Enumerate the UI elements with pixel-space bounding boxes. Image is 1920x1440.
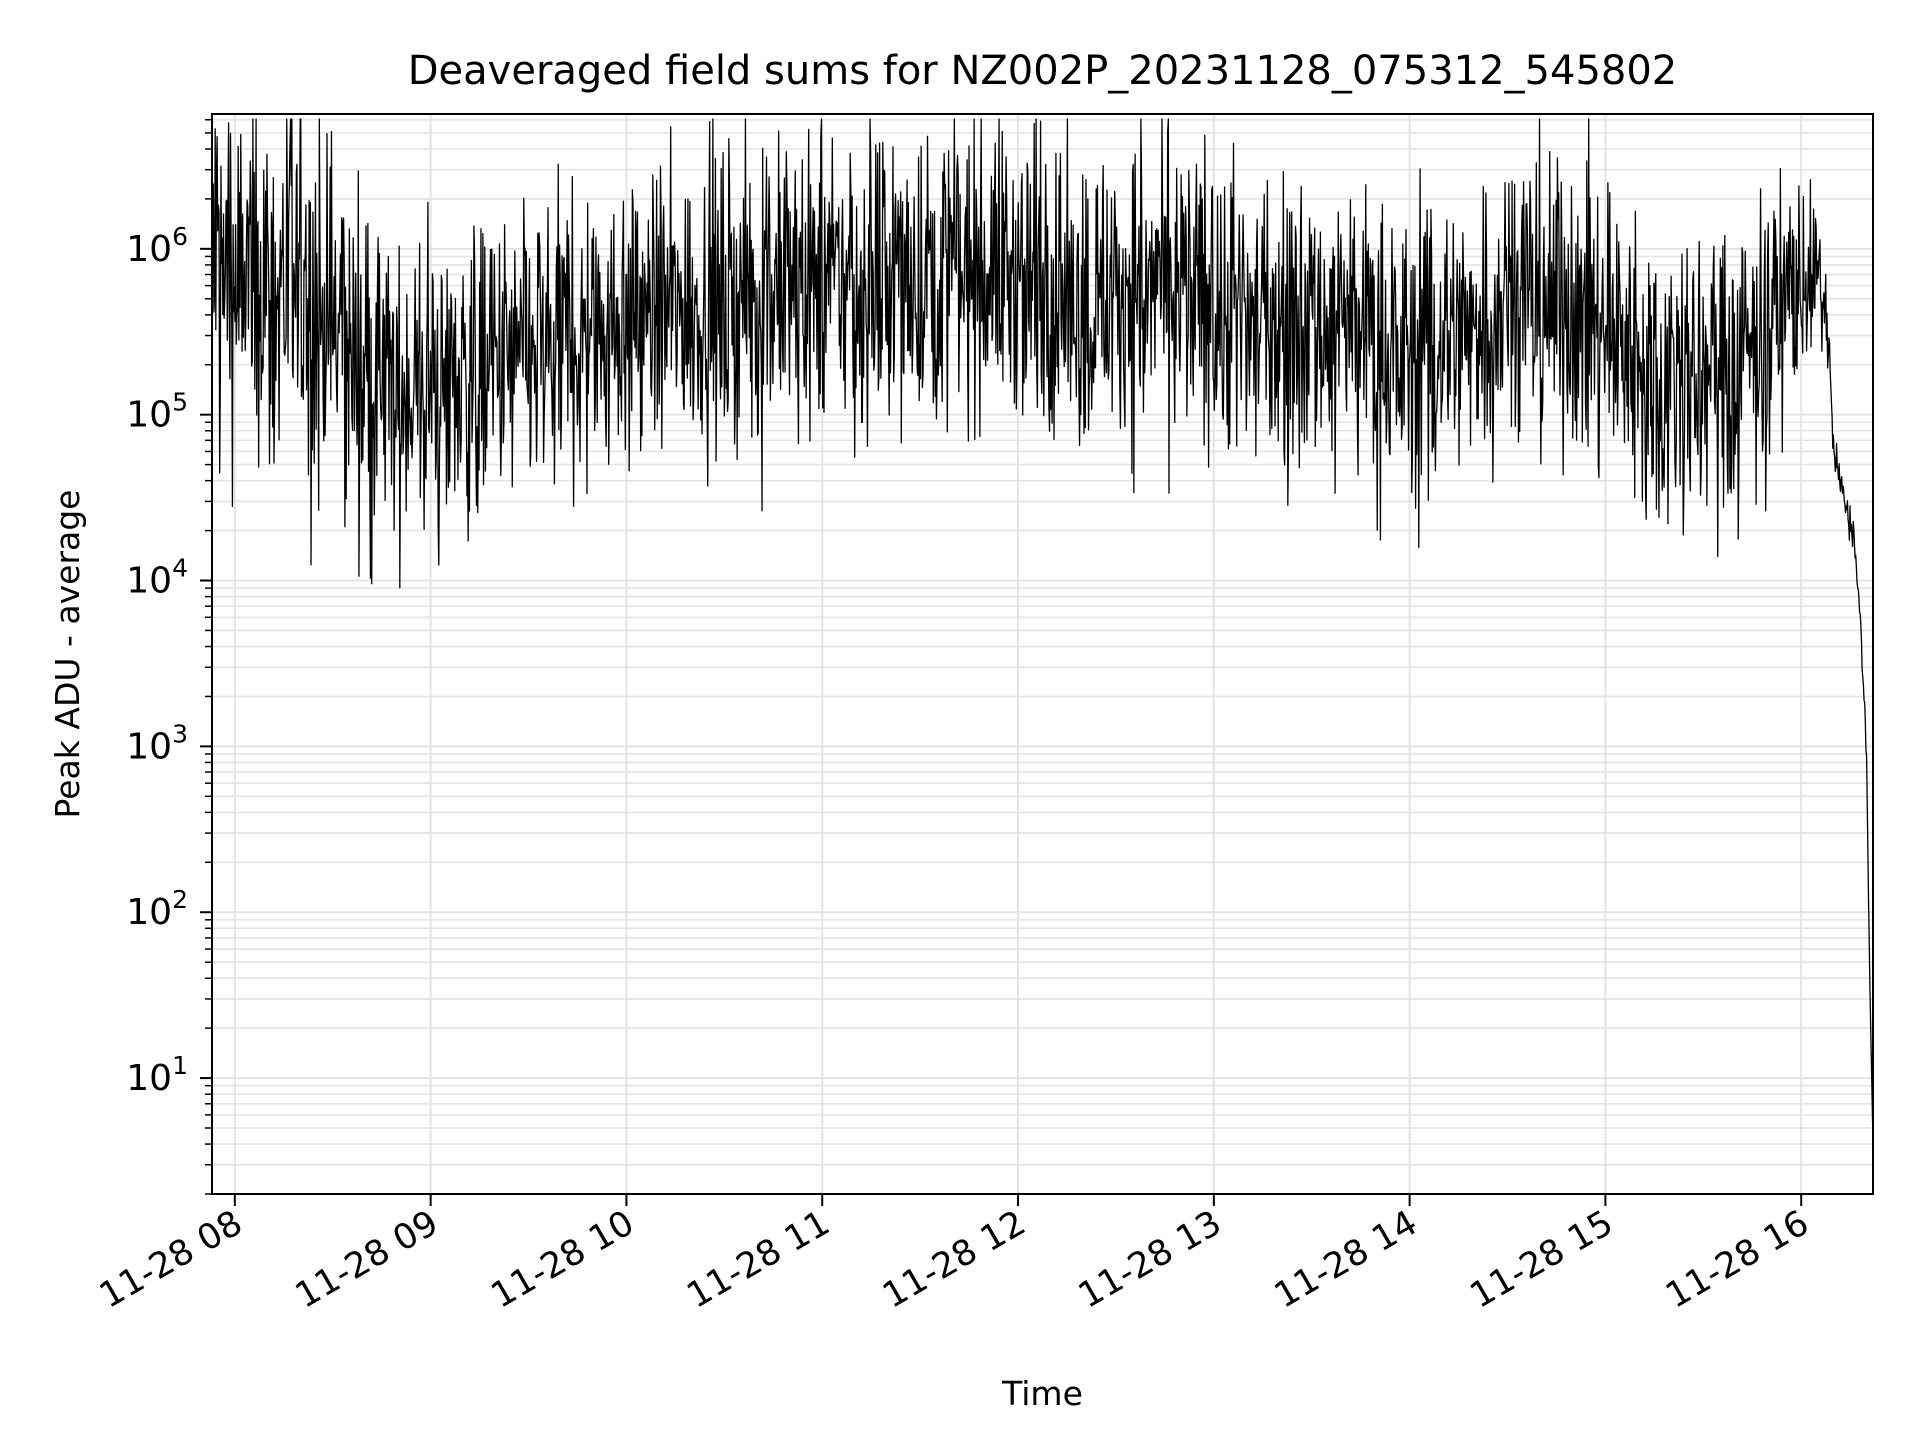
x-axis-label: Time (1001, 1374, 1083, 1413)
series-layer (211, 118, 1874, 1145)
y-tick-label: 106 (126, 222, 188, 270)
y-tick-label-exponent: 6 (172, 222, 188, 251)
y-tick-label-base: 10 (126, 561, 172, 602)
y-tick-label: 104 (126, 554, 188, 602)
y-tick-label-exponent: 4 (172, 554, 188, 583)
y-tick-label-exponent: 2 (172, 885, 188, 914)
plot-frame (211, 113, 1874, 1195)
y-tick-label-exponent: 3 (172, 719, 188, 748)
y-tick-label-base: 10 (126, 229, 172, 270)
y-tick-label-exponent: 1 (172, 1051, 188, 1080)
y-tick-label-base: 10 (126, 395, 172, 436)
series-line (211, 118, 1874, 1145)
y-tick-label-base: 10 (126, 892, 172, 933)
y-tick-label-exponent: 5 (172, 388, 188, 417)
y-tick-label-base: 10 (126, 1058, 172, 1099)
y-tick-label: 105 (126, 388, 188, 436)
chart-title: Deaveraged field sums for NZ002P_2023112… (408, 48, 1678, 94)
y-tick-label: 103 (126, 719, 188, 767)
y-tick-label: 101 (126, 1051, 188, 1099)
grid (212, 114, 1873, 1195)
y-axis-label: Peak ADU - average (48, 490, 87, 819)
y-tick-label: 102 (126, 885, 188, 933)
y-tick-label-base: 10 (126, 726, 172, 767)
